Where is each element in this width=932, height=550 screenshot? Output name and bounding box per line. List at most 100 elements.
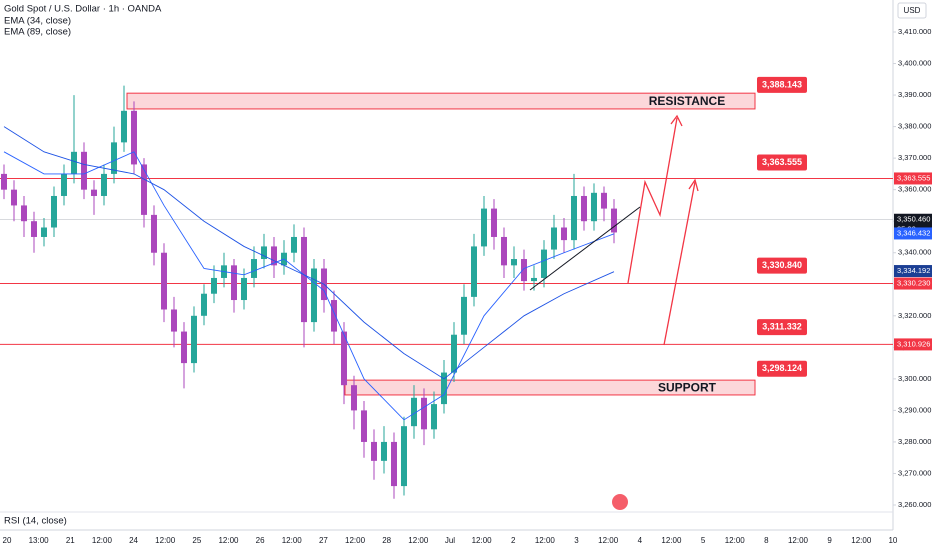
- x-tick-label: 8: [764, 536, 769, 545]
- candle-body: [271, 246, 277, 266]
- candle-body: [391, 441, 397, 487]
- candle-body: [531, 277, 537, 282]
- candle-body: [151, 214, 157, 253]
- candle-body: [431, 404, 437, 430]
- candle-body: [31, 221, 37, 237]
- y-tick-label: 3,360.000: [898, 185, 931, 194]
- candle-body: [141, 164, 147, 215]
- candle-body: [241, 277, 247, 301]
- price-line-label: 3,330.230: [897, 279, 930, 288]
- candle-body: [451, 334, 457, 373]
- y-tick-label: 3,410.000: [898, 27, 931, 36]
- y-tick-label: 3,260.000: [898, 500, 931, 509]
- x-tick-label: 12:00: [725, 536, 746, 545]
- zone: [344, 379, 756, 396]
- candle-body: [501, 236, 507, 266]
- y-tick-label: 3,380.000: [898, 122, 931, 131]
- currency-box[interactable]: [897, 2, 927, 19]
- zone: [126, 92, 756, 110]
- price-line-label: 3,363.555: [897, 173, 930, 182]
- zone-label: RESISTANCE: [649, 94, 725, 108]
- candle-body: [571, 195, 577, 241]
- candle-body: [171, 309, 177, 332]
- x-tick-label: 27: [319, 536, 328, 545]
- x-tick-label: 21: [66, 536, 75, 545]
- candle-body: [521, 259, 527, 282]
- candle-body: [51, 195, 57, 228]
- candle-body: [331, 300, 337, 332]
- currency: USD: [904, 6, 921, 15]
- y-tick-label: 3,290.000: [898, 405, 931, 414]
- y-tick-label: 3,270.000: [898, 468, 931, 477]
- candle-body: [591, 192, 597, 222]
- candle-body: [351, 385, 357, 411]
- candle-body: [1, 173, 7, 190]
- y-tick-label: 3,400.000: [898, 59, 931, 68]
- x-tick-label: 25: [192, 536, 201, 545]
- candle-body: [301, 236, 307, 323]
- x-tick-label: 2: [511, 536, 516, 545]
- candle-body: [41, 227, 47, 237]
- candle-body: [61, 173, 67, 196]
- candle-body: [471, 246, 477, 297]
- x-tick-label: 10: [888, 536, 897, 545]
- candle-body: [191, 315, 197, 364]
- x-tick-label: 12:00: [345, 536, 366, 545]
- x-tick-label: Jul: [445, 536, 455, 545]
- callout: [757, 257, 807, 274]
- candle-body: [21, 205, 27, 222]
- candle-body: [201, 293, 207, 316]
- candle-body: [341, 331, 347, 386]
- callout-label: 3,298.124: [762, 363, 802, 373]
- ema-line: [3, 126, 615, 380]
- candle-body: [601, 192, 607, 209]
- x-tick-label: 13:00: [29, 536, 50, 545]
- candle-body: [71, 151, 77, 174]
- axis-marker: [894, 265, 932, 278]
- y-tick-label: 3,320.000: [898, 311, 931, 320]
- candle-body: [511, 259, 517, 266]
- candle-body: [211, 277, 217, 294]
- x-tick-label: 12:00: [408, 536, 429, 545]
- indicator-label: EMA (34, close): [4, 16, 71, 27]
- candle-body: [181, 331, 187, 364]
- x-tick-label: 5: [701, 536, 706, 545]
- candle-body: [251, 259, 257, 278]
- logo-icon: [612, 494, 628, 510]
- candle-body: [441, 372, 447, 405]
- candle-body: [91, 189, 97, 196]
- callout-label: 3,388.143: [762, 79, 802, 89]
- x-tick-label: 24: [129, 536, 138, 545]
- chart-title: Gold Spot / U.S. Dollar · 1h · OANDA: [4, 4, 162, 15]
- x-tick-label: 9: [827, 536, 832, 545]
- y-tick-label: 3,370.000: [898, 153, 931, 162]
- axis-marker-label: 3,346.432: [897, 228, 930, 237]
- callout: [757, 154, 807, 171]
- indicator-label: EMA (89, close): [4, 27, 71, 38]
- candle-body: [131, 110, 137, 165]
- candle-body: [101, 173, 107, 196]
- callout-label: 3,311.332: [762, 322, 802, 332]
- candle-body: [491, 208, 497, 237]
- candle-body: [161, 252, 167, 310]
- price-line-tag: [894, 172, 932, 185]
- candle-body: [611, 208, 617, 233]
- x-tick-label: 20: [3, 536, 12, 545]
- callout: [757, 319, 807, 336]
- trend-line: [529, 206, 641, 291]
- callout-label: 3,363.555: [762, 157, 802, 167]
- x-tick-label: 4: [638, 536, 643, 545]
- candle-body: [421, 397, 427, 430]
- projection-arrow: [627, 117, 678, 284]
- axis-marker-label: 3,350.460: [897, 215, 930, 224]
- x-tick-label: 12:00: [282, 536, 303, 545]
- price-line-tag: [894, 338, 932, 351]
- candle-body: [111, 142, 117, 174]
- candle-body: [231, 265, 237, 301]
- x-tick-label: 12:00: [535, 536, 556, 545]
- callout: [757, 76, 807, 93]
- x-tick-label: 12:00: [155, 536, 176, 545]
- x-tick-label: 12:00: [218, 536, 239, 545]
- candle-body: [371, 441, 377, 461]
- x-tick-label: 12:00: [788, 536, 809, 545]
